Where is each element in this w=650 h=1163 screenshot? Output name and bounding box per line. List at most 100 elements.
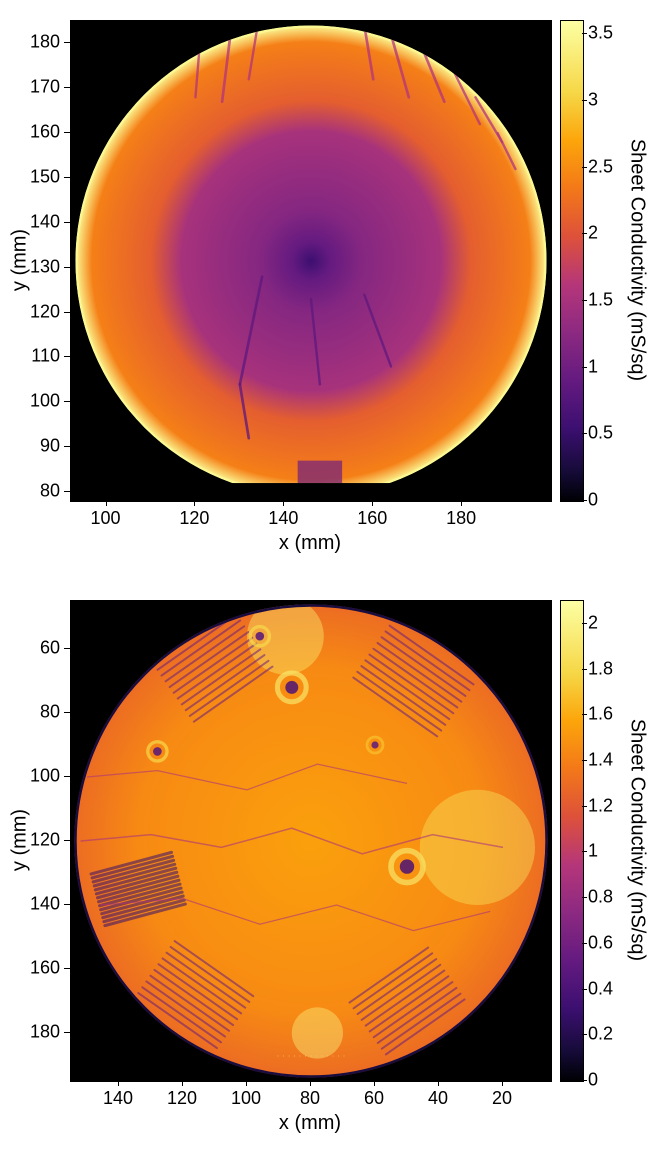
colorbar-tick-mark <box>582 500 587 501</box>
colorbar-tick-label: 0.6 <box>588 932 613 953</box>
y-tick-label: 80 <box>40 702 60 723</box>
x-tick-label: 100 <box>91 508 121 529</box>
x-tick-mark <box>502 1080 503 1086</box>
colorbar-tick-mark <box>582 943 587 944</box>
heatmap-bottom-svg: · · · · · · · · · · · · · <box>71 601 551 1081</box>
y-tick-mark <box>64 968 70 969</box>
y-tick-mark <box>64 840 70 841</box>
y-tick-mark <box>64 1032 70 1033</box>
y-tick-mark <box>64 267 70 268</box>
x-tick-mark <box>182 1080 183 1086</box>
y-tick-mark <box>64 712 70 713</box>
x-tick-label: 80 <box>300 1088 320 1109</box>
x-tick-mark <box>438 1080 439 1086</box>
colorbar-tick-label: 0.8 <box>588 887 613 908</box>
x-tick-label: 120 <box>167 1088 197 1109</box>
colorbar-tick-label: 1.6 <box>588 704 613 725</box>
x-tick-label: 160 <box>357 508 387 529</box>
colorbar-tick-label: 3 <box>588 90 598 111</box>
colorbar-tick-label: 0 <box>588 1070 598 1091</box>
colorbar-tick-mark <box>582 851 587 852</box>
x-tick-mark <box>246 1080 247 1086</box>
heatmap-top <box>70 20 552 502</box>
colorbar-tick-label: 1.2 <box>588 795 613 816</box>
figure-page: y (mm) x (mm) Sheet Conductivity (mS/sq)… <box>0 0 650 1163</box>
x-tick-label: 140 <box>268 508 298 529</box>
colorbar-tick-mark <box>582 623 587 624</box>
colorbar-tick-label: 0.5 <box>588 423 613 444</box>
y-tick-mark <box>64 312 70 313</box>
colorbar-tick-label: 0 <box>588 490 598 511</box>
y-tick-label: 180 <box>30 1022 60 1043</box>
y-tick-label: 150 <box>30 167 60 188</box>
y-axis-label-bottom: y (mm) <box>9 809 32 871</box>
colorbar-tick-mark <box>582 300 587 301</box>
y-tick-label: 160 <box>30 122 60 143</box>
y-tick-mark <box>64 904 70 905</box>
x-tick-mark <box>310 1080 311 1086</box>
x-tick-mark <box>461 500 462 506</box>
x-tick-label: 20 <box>492 1088 512 1109</box>
colorbar-tick-label: 1.4 <box>588 750 613 771</box>
colorbar-tick-label: 1 <box>588 841 598 862</box>
y-tick-label: 60 <box>40 638 60 659</box>
y-tick-label: 170 <box>30 77 60 98</box>
colorbar-tick-mark <box>582 367 587 368</box>
y-tick-mark <box>64 446 70 447</box>
heatmap-top-svg <box>71 21 551 501</box>
x-tick-mark <box>194 500 195 506</box>
y-tick-label: 90 <box>40 436 60 457</box>
y-tick-label: 180 <box>30 32 60 53</box>
colorbar-tick-label: 2 <box>588 223 598 244</box>
y-axis-label-top: y (mm) <box>9 229 32 291</box>
colorbar-tick-mark <box>582 897 587 898</box>
y-tick-mark <box>64 356 70 357</box>
colorbar-tick-label: 0.4 <box>588 978 613 999</box>
y-tick-mark <box>64 776 70 777</box>
y-tick-mark <box>64 401 70 402</box>
colorbar-tick-mark <box>582 167 587 168</box>
colorbar-tick-label: 2 <box>588 612 598 633</box>
x-tick-label: 140 <box>103 1088 133 1109</box>
y-tick-mark <box>64 132 70 133</box>
y-tick-mark <box>64 491 70 492</box>
colorbar-tick-label: 1.5 <box>588 290 613 311</box>
colorbar-tick-mark <box>582 433 587 434</box>
y-tick-label: 120 <box>30 830 60 851</box>
colorbar-tick-mark <box>582 33 587 34</box>
colorbar-tick-label: 1.8 <box>588 658 613 679</box>
y-tick-label: 110 <box>31 346 60 367</box>
colorbar-tick-mark <box>582 806 587 807</box>
y-tick-mark <box>64 177 70 178</box>
x-tick-mark <box>372 500 373 506</box>
x-axis-label-top: x (mm) <box>279 532 341 555</box>
x-tick-label: 180 <box>446 508 476 529</box>
y-tick-label: 100 <box>30 391 60 412</box>
y-tick-label: 100 <box>30 766 60 787</box>
colorbar-tick-mark <box>582 714 587 715</box>
heatmap-bottom: · · · · · · · · · · · · · <box>70 600 552 1082</box>
y-tick-label: 140 <box>30 211 60 232</box>
x-tick-label: 40 <box>428 1088 448 1109</box>
colorbar-bottom <box>560 600 584 1082</box>
colorbar-tick-label: 3.5 <box>588 23 613 44</box>
y-tick-mark <box>64 87 70 88</box>
colorbar-tick-mark <box>582 1080 587 1081</box>
x-tick-label: 60 <box>364 1088 384 1109</box>
colorbar-label-top: Sheet Conductivity (mS/sq) <box>626 139 649 381</box>
x-axis-label-bottom: x (mm) <box>279 1112 341 1135</box>
x-tick-mark <box>283 500 284 506</box>
colorbar-tick-mark <box>582 989 587 990</box>
colorbar-tick-label: 2.5 <box>588 156 613 177</box>
x-tick-label: 100 <box>231 1088 261 1109</box>
colorbar-label-bottom: Sheet Conductivity (mS/sq) <box>626 719 649 961</box>
colorbar-tick-mark <box>582 100 587 101</box>
y-tick-mark <box>64 42 70 43</box>
colorbar-tick-mark <box>582 1034 587 1035</box>
colorbar-tick-label: 1 <box>588 356 598 377</box>
svg-text:· · · · · · · · · · · · ·: · · · · · · · · · · · · · <box>277 1051 346 1061</box>
y-tick-label: 130 <box>30 256 60 277</box>
y-tick-label: 140 <box>30 894 60 915</box>
colorbar-tick-mark <box>582 669 587 670</box>
x-tick-mark <box>106 500 107 506</box>
